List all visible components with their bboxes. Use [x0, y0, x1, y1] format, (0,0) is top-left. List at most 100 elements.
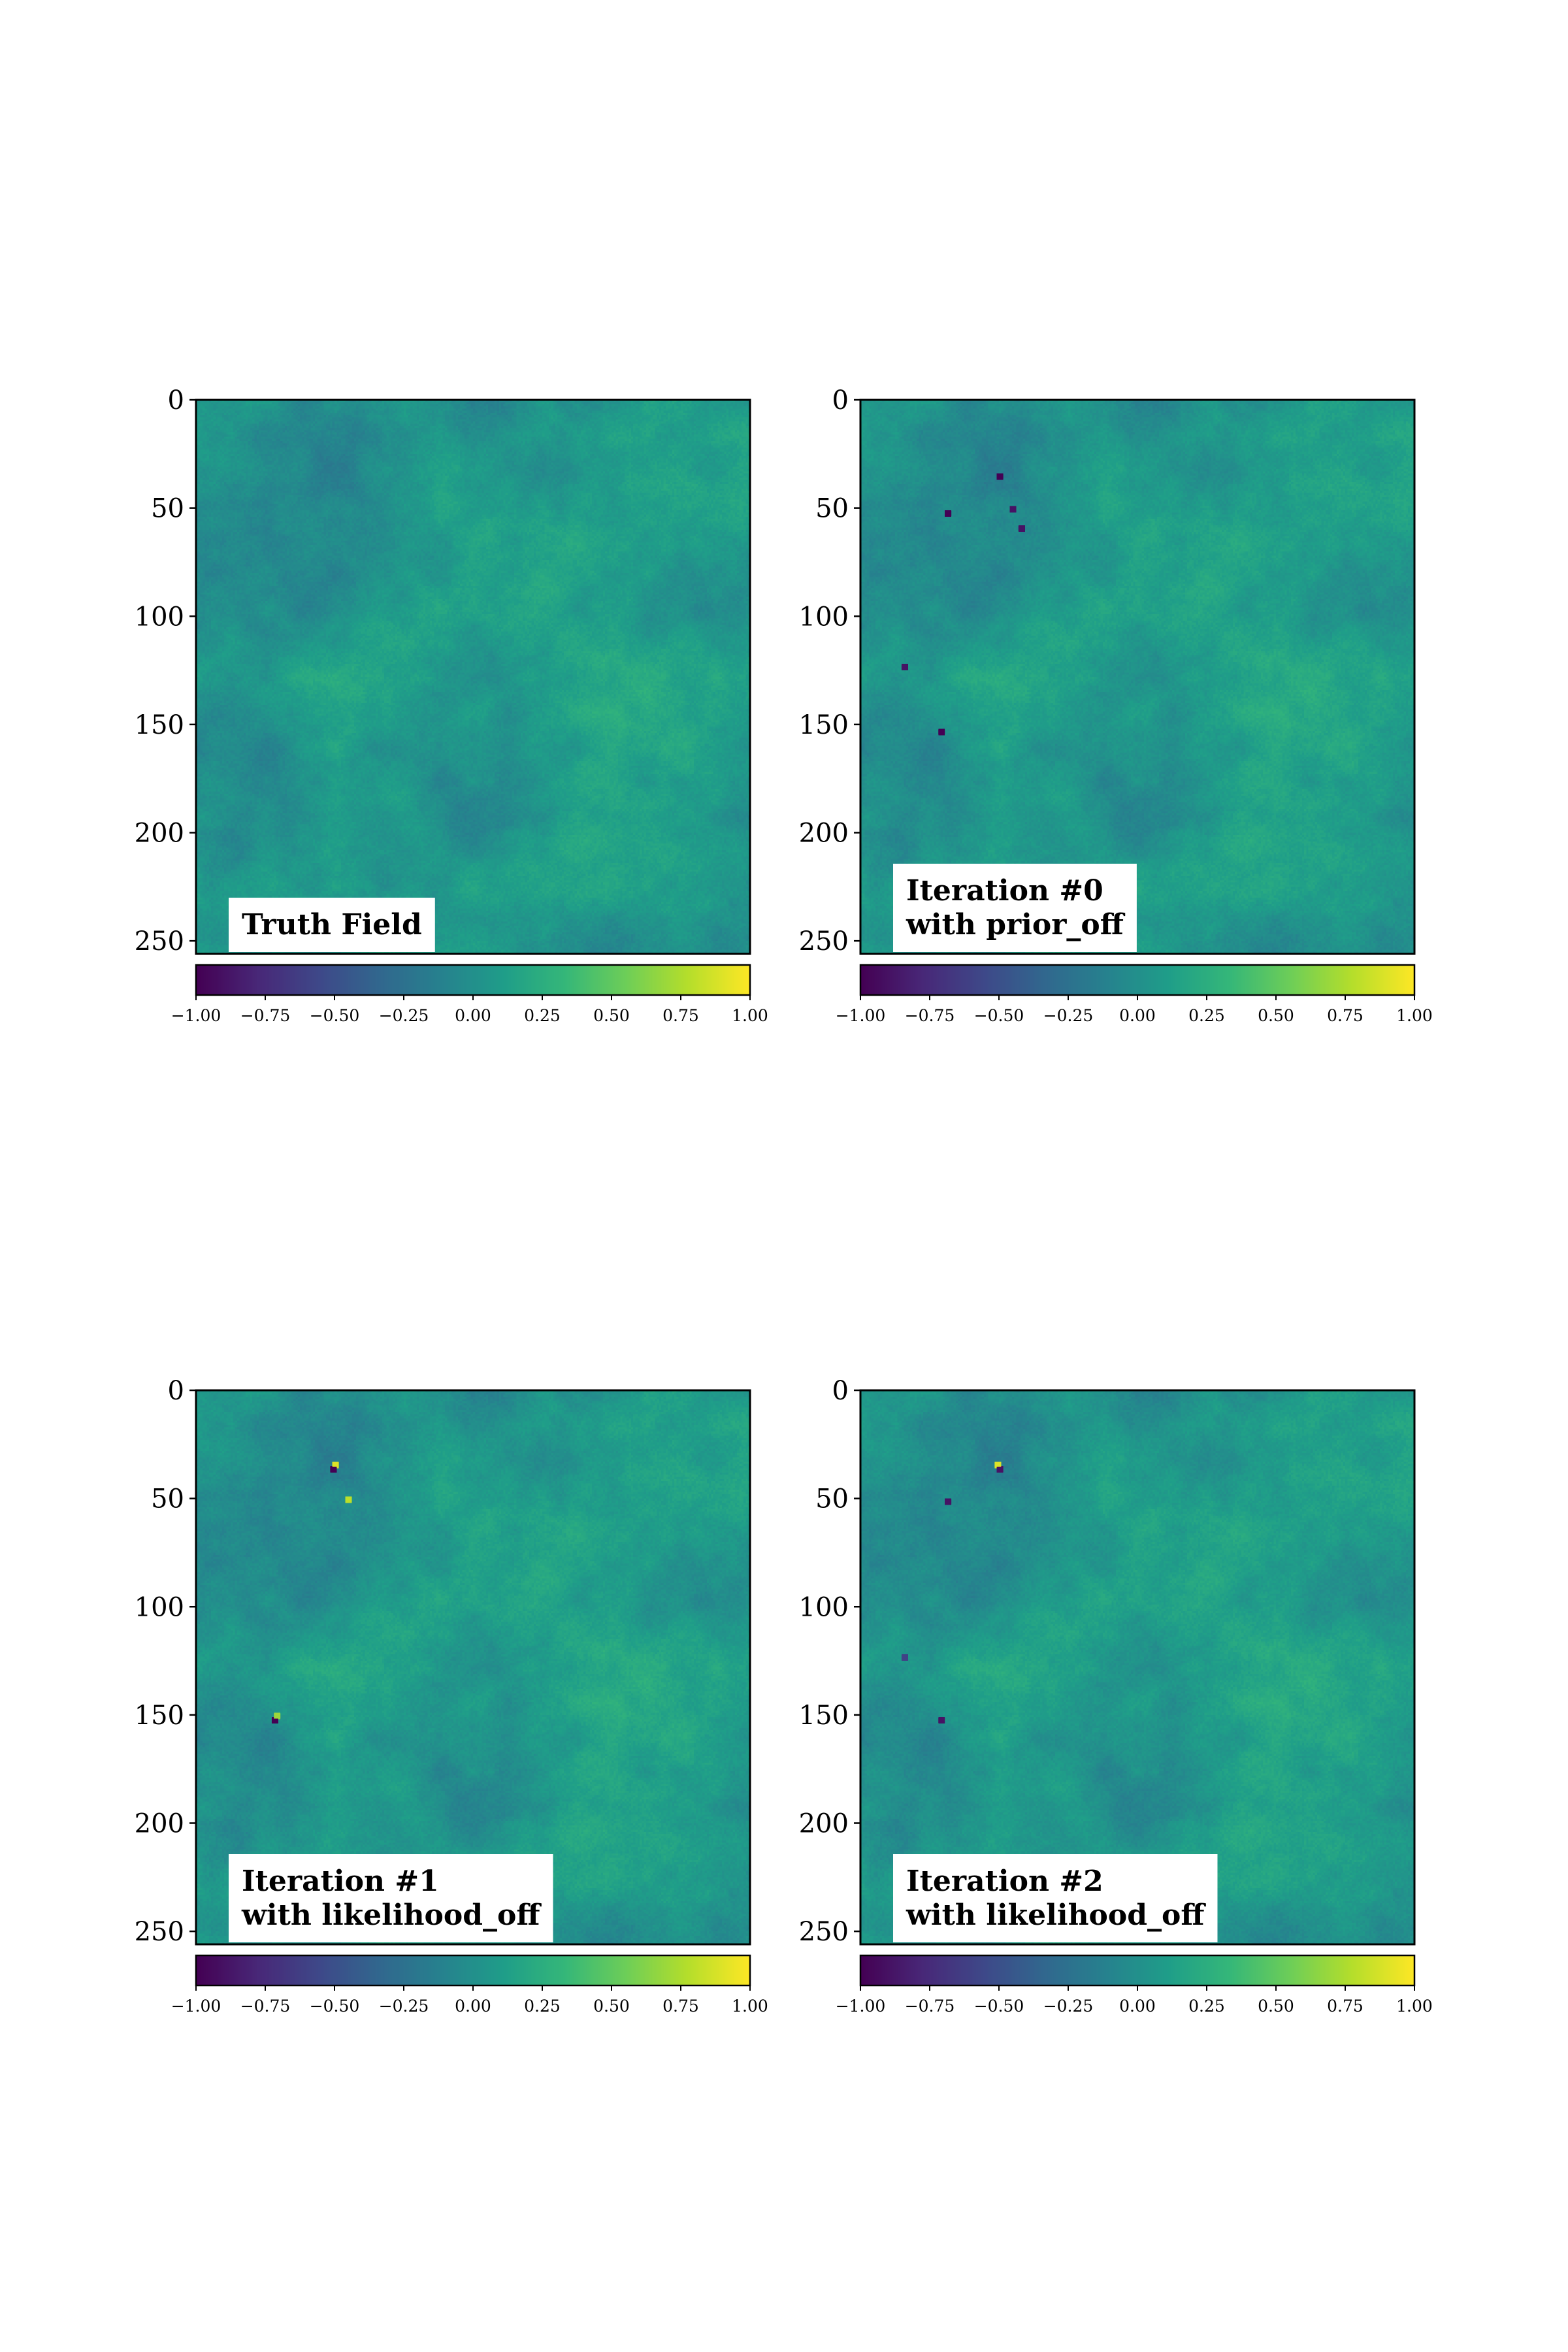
ytick-label: 0: [168, 1376, 184, 1406]
colorbar-gradient: [196, 965, 750, 995]
colorbar-tick-label: 0.25: [1188, 1997, 1225, 2016]
annotation-box: [893, 864, 1137, 952]
colorbar-tick-label: 0.00: [455, 1006, 491, 1025]
colorbar-gradient: [860, 965, 1414, 995]
colorbar-tick-label: −0.75: [905, 1997, 955, 2016]
outlier-pixel: [994, 1462, 1002, 1468]
panel-annotation: Truth Field: [229, 898, 435, 952]
colorbar-tick-label: 1.00: [1396, 1006, 1433, 1025]
heatmap-image: [196, 400, 750, 954]
ytick-label: 50: [815, 1484, 849, 1514]
ytick-label: 50: [815, 494, 849, 524]
colorbar-tick-label: 0.75: [1327, 1006, 1364, 1025]
colorbar-tick-label: 0.75: [662, 1997, 699, 2016]
colorbar-tick-label: 0.00: [1119, 1006, 1156, 1025]
outlier-pixel: [1009, 506, 1017, 512]
annotation-line: with prior_off: [906, 908, 1126, 941]
colorbar-tick-label: 0.50: [593, 1997, 630, 2016]
colorbar-tick-label: 1.00: [1396, 1997, 1433, 2016]
heatmap-image: [196, 1390, 750, 1944]
ytick-label: 150: [135, 710, 184, 740]
ytick-label: 50: [151, 1484, 184, 1514]
ytick-label: 150: [799, 1701, 849, 1731]
annotation-line: Truth Field: [242, 908, 422, 941]
axes-frame: [195, 399, 751, 955]
colorbar-tick-label: −0.75: [905, 1006, 955, 1025]
outlier-pixel: [945, 510, 952, 516]
annotation-box: [229, 1854, 553, 1942]
colorbar-tick-label: 1.00: [732, 1006, 768, 1025]
colorbar-tick-label: 1.00: [732, 1997, 768, 2016]
colorbar-tick-label: −1.00: [171, 1006, 221, 1025]
ytick-label: 250: [799, 1917, 849, 1947]
colorbar-tick-label: −0.50: [310, 1997, 360, 2016]
colorbar-tick-label: 0.75: [1327, 1997, 1364, 2016]
ytick-label: 250: [135, 926, 184, 956]
ytick-label: 0: [832, 1376, 849, 1406]
annotation-line: with likelihood_off: [241, 1899, 542, 1932]
colorbar-tick-label: −0.25: [379, 1006, 429, 1025]
colorbar-tick-label: −0.25: [379, 1997, 429, 2016]
colorbar-tick-label: −0.50: [310, 1006, 360, 1025]
colorbar-tick-label: −0.25: [1043, 1997, 1094, 2016]
colorbar-tick-label: 0.50: [1258, 1997, 1294, 2016]
annotation-line: Iteration #0: [906, 874, 1103, 907]
outlier-pixel: [901, 1655, 908, 1661]
ytick-label: 50: [151, 494, 184, 524]
colorbar-tick-label: 0.25: [1188, 1006, 1225, 1025]
ytick-label: 0: [832, 385, 849, 416]
outlier-pixel: [345, 1497, 352, 1503]
axes-frame: [195, 1389, 751, 1946]
ytick-label: 250: [135, 1917, 184, 1947]
ytick-label: 100: [799, 1592, 849, 1622]
axes-frame: [859, 399, 1416, 955]
colorbar-tick-label: −0.75: [240, 1997, 291, 2016]
ytick-label: 100: [799, 602, 849, 632]
outlier-pixel: [938, 729, 945, 735]
subplot-1: 0 50 100 150 200 250 Truth Field −1.00 −0.75 −0.5…: [135, 385, 768, 1025]
colorbar-tick-label: −1.00: [836, 1006, 886, 1025]
colorbar-tick-label: 0.00: [455, 1997, 491, 2016]
outlier-pixel: [996, 474, 1004, 480]
colorbar-tick-label: 0.75: [662, 1006, 699, 1025]
colorbar-tick-label: −0.75: [240, 1006, 291, 1025]
ytick-label: 200: [799, 819, 849, 849]
colorbar-tick-label: 0.50: [593, 1006, 630, 1025]
colorbar-tick-label: −0.25: [1043, 1006, 1094, 1025]
ytick-label: 100: [135, 602, 184, 632]
outlier-pixel: [332, 1462, 339, 1468]
colorbar-tick-label: 0.25: [524, 1997, 561, 2016]
ytick-label: 200: [799, 1809, 849, 1839]
colorbar-tick-label: 0.50: [1258, 1006, 1294, 1025]
colorbar-tick-label: 0.25: [524, 1006, 561, 1025]
outlier-pixel: [330, 1466, 337, 1472]
colorbar-gradient: [860, 1955, 1414, 1985]
outlier-pixel: [274, 1713, 281, 1719]
ytick-label: 200: [135, 819, 184, 849]
ytick-label: 150: [799, 710, 849, 740]
colorbar-tick-label: −1.00: [836, 1997, 886, 2016]
outlier-pixel: [996, 1466, 1004, 1472]
heatmap-image: [860, 400, 1414, 954]
annotation-line: Iteration #2: [906, 1865, 1103, 1898]
annotation-line: with likelihood_off: [906, 1899, 1206, 1932]
colorbar-gradient: [196, 1955, 750, 1985]
axes-frame: [859, 1389, 1416, 1946]
outlier-pixel: [901, 664, 908, 670]
ytick-label: 200: [135, 1809, 184, 1839]
outlier-pixel: [271, 1718, 278, 1723]
ytick-label: 100: [135, 1592, 184, 1622]
ytick-label: 0: [168, 385, 184, 416]
colorbar-tick-label: −0.50: [974, 1006, 1024, 1025]
colorbar-tick-label: −0.50: [974, 1997, 1024, 2016]
outlier-pixel: [1018, 526, 1025, 532]
annotation-box: [893, 1854, 1218, 1942]
ytick-label: 250: [799, 926, 849, 956]
outlier-pixel: [945, 1499, 952, 1505]
